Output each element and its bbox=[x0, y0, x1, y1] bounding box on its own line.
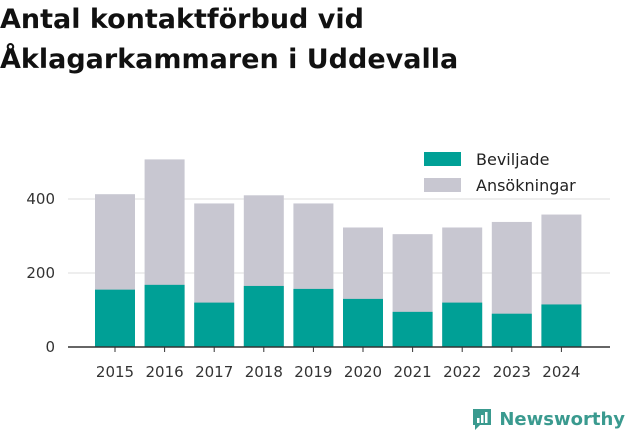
y-tick-label: 200 bbox=[26, 264, 55, 282]
x-tick-label: 2017 bbox=[195, 363, 233, 381]
bar-beviljade-2018 bbox=[243, 285, 284, 347]
x-tick-label: 2020 bbox=[344, 363, 382, 381]
x-tick-label: 2023 bbox=[493, 363, 531, 381]
bar-beviljade-2023 bbox=[491, 313, 532, 347]
legend-swatch bbox=[424, 152, 461, 166]
brand-name: Newsworthy bbox=[499, 408, 625, 430]
bars bbox=[95, 159, 582, 347]
legend-swatch bbox=[424, 178, 461, 192]
bar-beviljade-2015 bbox=[95, 289, 135, 347]
x-tick-label: 2019 bbox=[294, 363, 332, 381]
brand-logo: Newsworthy bbox=[471, 407, 625, 431]
bar-beviljade-2016 bbox=[144, 284, 185, 347]
bar-beviljade-2019 bbox=[293, 288, 334, 347]
x-tick-label: 2015 bbox=[96, 363, 134, 381]
x-tick-label: 2022 bbox=[443, 363, 481, 381]
x-tick-label: 2018 bbox=[245, 363, 283, 381]
bar-beviljade-2017 bbox=[194, 302, 235, 347]
bar-beviljade-2020 bbox=[343, 298, 383, 347]
bar-beviljade-2024 bbox=[541, 304, 582, 347]
y-tick-label: 0 bbox=[45, 338, 55, 356]
axes: 0 200 400 2015 2016 2017 2018 2019 2020 2021 2022 2… bbox=[26, 190, 610, 381]
bar-beviljade-2021 bbox=[392, 311, 433, 347]
legend-label: Ansökningar bbox=[476, 176, 576, 195]
y-tick-label: 400 bbox=[26, 190, 55, 208]
x-tick-label: 2016 bbox=[146, 363, 184, 381]
newsworthy-logo-icon bbox=[473, 409, 492, 430]
bar-beviljade-2022 bbox=[442, 302, 483, 347]
legend-label: Beviljade bbox=[476, 150, 549, 169]
x-tick-label: 2021 bbox=[394, 363, 432, 381]
chart-title: Antal kontaktförbud vid Åklagarkammaren … bbox=[0, 4, 459, 75]
legend: Beviljade Ansökningar bbox=[424, 150, 576, 195]
x-tick-label: 2024 bbox=[542, 363, 580, 381]
